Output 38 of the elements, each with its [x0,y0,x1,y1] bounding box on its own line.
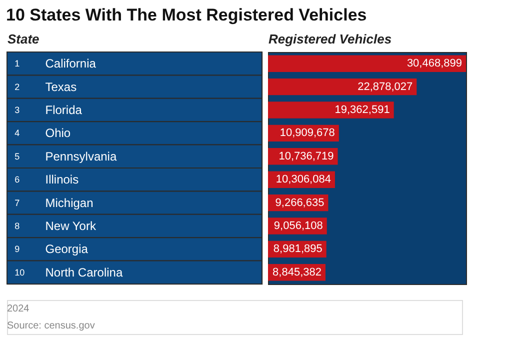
data-label: 22,878,027 [358,80,413,93]
y-tick-label: North Carolina [45,265,123,280]
text: 5 [14,151,20,162]
text: 9 [14,244,20,254]
text: 10 [14,267,25,278]
y-tick-label: Pennsylvania [45,149,117,164]
y-tick-label: New York [45,219,97,233]
y-tick-label: Texas [45,80,77,94]
data-label: 8,981,895 [273,243,322,256]
bar [268,55,466,72]
text: 4 [14,128,20,138]
data-label: 9,056,108 [274,220,323,232]
data-label: 8,845,382 [272,266,322,278]
y-tick-label: Georgia [45,242,88,256]
y-tick-label: Illinois [45,172,79,187]
data-label: 19,362,591 [334,104,390,116]
text: 7 [14,198,20,208]
text: 3 [14,105,20,115]
bar [268,78,417,96]
chart-title: 10 States With The Most Registered Vehicles [6,6,367,24]
data-label: 30,468,899 [406,58,462,70]
text: 8 [14,221,20,231]
data-label: 10,736,719 [278,150,334,162]
data-label: 10,909,678 [280,127,335,140]
text: 2024 [7,304,30,314]
x-axis-title: Registered Vehicles [268,32,392,46]
bar [268,102,394,118]
text: 2 [14,82,20,92]
data-label: 10,306,084 [276,174,331,186]
text: 1 [14,58,20,69]
y-axis-title: State [8,32,40,46]
text: 6 [14,174,20,185]
y-tick-label: California [45,56,96,71]
y-tick-label: Florida [45,103,82,117]
data-label: 9,266,635 [275,196,324,209]
y-tick-label: Michigan [45,196,94,210]
y-tick-label: Ohio [45,126,71,140]
source-note: Source: census.gov [7,320,95,332]
